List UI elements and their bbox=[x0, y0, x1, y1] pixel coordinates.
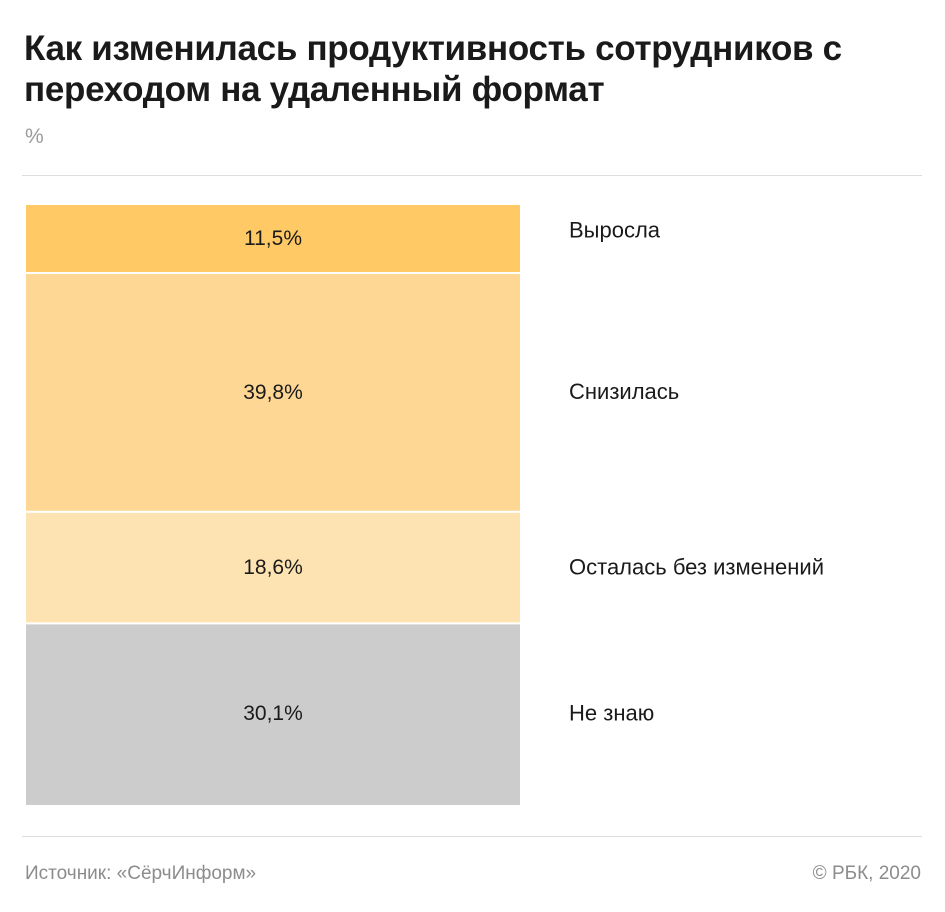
category-label-2: Снизилась bbox=[569, 379, 679, 404]
chart-title: Как изменилась продуктивность сотруднико… bbox=[24, 29, 842, 109]
source-note: Источник: «СёрчИнформ» bbox=[25, 863, 257, 884]
unit-label: % bbox=[25, 125, 44, 148]
category-label-4: Не знаю bbox=[569, 701, 654, 726]
value-label-2: 39,8% bbox=[243, 381, 303, 404]
bar-segment-4 bbox=[26, 624, 520, 805]
value-label-3: 18,6% bbox=[243, 556, 303, 579]
category-label-1: Выросла bbox=[569, 217, 661, 242]
bar-segment-1 bbox=[26, 205, 520, 272]
top-divider bbox=[22, 175, 922, 176]
bottom-divider bbox=[22, 836, 922, 837]
value-label-1: 11,5% bbox=[244, 227, 302, 250]
bar-segment-2 bbox=[26, 274, 520, 511]
value-label-4: 30,1% bbox=[243, 702, 303, 725]
copyright-note: © РБК, 2020 bbox=[812, 863, 921, 884]
category-label-3: Осталась без изменений bbox=[569, 554, 824, 579]
bar-segment-3 bbox=[26, 512, 520, 623]
